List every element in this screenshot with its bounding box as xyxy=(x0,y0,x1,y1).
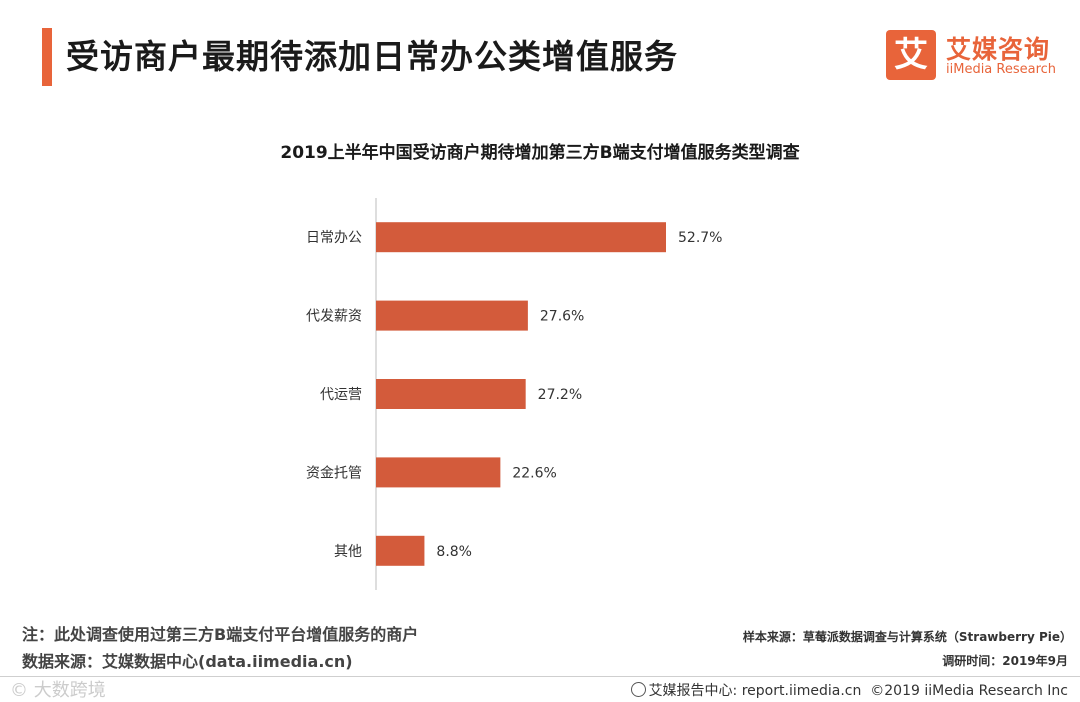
value-label-4: 8.8% xyxy=(436,544,472,560)
copyright: ©2019 iiMedia Research Inc xyxy=(870,683,1068,699)
category-label-3: 资金托管 xyxy=(306,465,362,481)
category-label-2: 代运营 xyxy=(320,387,362,403)
bar-1 xyxy=(376,300,528,331)
bar-3 xyxy=(376,457,501,488)
value-label-1: 27.6% xyxy=(540,309,584,325)
logo-name-en: iiMedia Research xyxy=(946,62,1057,77)
logo-glyph: 艾 xyxy=(886,30,936,80)
chart-title: 2019上半年中国受访商户期待增加第三方B端支付增值服务类型调查 xyxy=(280,143,800,163)
footer-credits: 艾媒报告中心: report.iimedia.cn ©2019 iiMedia … xyxy=(630,680,1068,700)
value-label-0: 52.7% xyxy=(678,230,722,246)
category-label-0: 日常办公 xyxy=(306,230,362,246)
footer-divider xyxy=(0,676,1080,677)
sample-source: 样本来源：草莓派数据调查与计算系统（Strawberry Pie） xyxy=(742,630,1072,644)
logo-name-cn: 艾媒咨询 xyxy=(946,35,1051,64)
value-label-3: 22.6% xyxy=(512,465,556,481)
watermark: © 大数跨境 xyxy=(10,680,106,701)
bar-2 xyxy=(376,379,526,409)
iimedia-logo: 艾 艾媒咨询 iiMedia Research xyxy=(886,30,1066,82)
category-label-1: 代发薪资 xyxy=(306,309,362,325)
bar-4 xyxy=(376,535,425,566)
report-center: 艾媒报告中心: report.iimedia.cn xyxy=(648,683,862,699)
category-label-4: 其他 xyxy=(334,544,362,560)
title-accent-bar xyxy=(42,28,52,86)
footnote-note: 注：此处调查使用过第三方B端支付平台增值服务的商户 xyxy=(22,625,419,644)
bar-0 xyxy=(376,222,666,253)
globe-icon xyxy=(630,682,646,697)
footnote-source: 数据来源：艾媒数据中心(data.iimedia.cn) xyxy=(22,652,353,671)
survey-time: 调研时间：2019年9月 xyxy=(942,654,1068,668)
page-title: 受访商户最期待添加日常办公类增值服务 xyxy=(66,37,678,76)
value-label-2: 27.2% xyxy=(538,387,582,403)
